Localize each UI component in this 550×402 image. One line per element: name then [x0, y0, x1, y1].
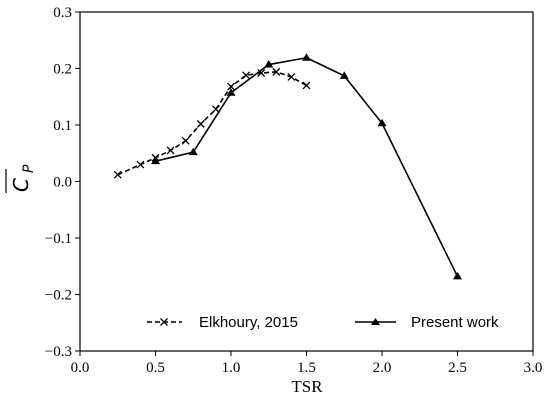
- y-axis-ticks: −0.3 −0.2 −0.1 0.0 0.1 0.2 0.3: [45, 5, 80, 360]
- data-point-present: [339, 71, 349, 79]
- x-tick-label: 0.5: [146, 360, 165, 376]
- y-tick-label: 0.2: [53, 62, 72, 78]
- data-point-elkhoury: [257, 69, 266, 77]
- y-axis-label-main: C: [9, 178, 33, 192]
- y-tick-label: −0.1: [45, 231, 72, 247]
- y-tick-label: 0.1: [53, 118, 72, 134]
- data-point-present: [453, 271, 462, 280]
- x-tick-label: 2.5: [448, 360, 467, 376]
- legend: Elkhoury, 2015 Present work: [147, 314, 499, 331]
- data-point-elkhoury: [113, 170, 122, 179]
- series-line-present: [155, 56, 459, 277]
- data-point-elkhoury: [196, 119, 205, 128]
- y-axis-label-subscript: P: [21, 164, 37, 173]
- data-point-present: [264, 60, 274, 68]
- data-point-present: [302, 53, 311, 61]
- data-point-present: [151, 156, 160, 165]
- y-tick-label: −0.3: [45, 344, 72, 360]
- data-point-elkhoury: [272, 67, 281, 76]
- data-point-elkhoury: [287, 73, 296, 81]
- data-point-present: [188, 147, 198, 156]
- data-point-elkhoury: [227, 82, 235, 91]
- y-tick-label: −0.2: [45, 288, 72, 304]
- data-point-elkhoury: [136, 160, 145, 169]
- x-tick-label: 3.0: [524, 360, 543, 376]
- data-point-present: [226, 88, 236, 96]
- data-point-elkhoury: [166, 146, 175, 155]
- x-tick-label: 2.0: [373, 360, 392, 376]
- y-tick-label: 0.3: [53, 5, 72, 21]
- series-layer: [113, 53, 462, 280]
- x-tick-label: 0.0: [71, 360, 90, 376]
- legend-label-elkhoury: Elkhoury, 2015: [199, 314, 298, 331]
- data-point-elkhoury: [302, 81, 311, 90]
- y-tick-label: 0.0: [53, 175, 72, 191]
- plot-frame: [79, 11, 534, 352]
- x-axis-label: TSR: [291, 377, 323, 396]
- legend-marker-x: [160, 318, 168, 326]
- x-axis-ticks: 0.0 0.5 1.0 1.5 2.0 2.5 3.0: [71, 351, 543, 376]
- axes-frame: [79, 11, 534, 352]
- data-point-elkhoury: [181, 136, 190, 145]
- legend-label-present: Present work: [411, 314, 499, 331]
- data-point-present: [377, 118, 387, 127]
- x-tick-label: 1.5: [297, 360, 316, 376]
- x-tick-label: 1.0: [222, 360, 241, 376]
- y-axis-label: C P: [5, 164, 37, 193]
- data-point-elkhoury: [242, 71, 251, 80]
- legend-marker-triangle: [371, 318, 380, 325]
